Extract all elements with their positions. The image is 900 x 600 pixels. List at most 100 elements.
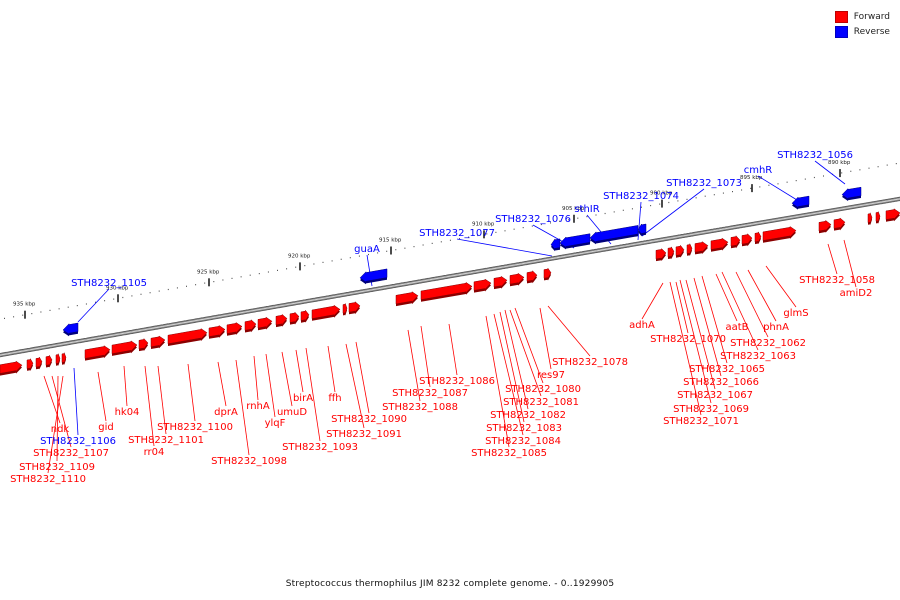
gene-label-sth8232-1076: STH8232_1076 [495, 214, 571, 225]
gene-label-sth8232-1062: STH8232_1062 [730, 338, 806, 349]
forward-gene-arrow [275, 313, 288, 326]
ruler-dot [231, 277, 233, 279]
ruler-dot [813, 176, 815, 179]
gene-label-dpra: dprA [214, 407, 238, 418]
leader-line [493, 313, 524, 436]
ruler-dot [277, 269, 278, 271]
reverse-gene-arrow [550, 238, 561, 250]
ruler-dot [440, 241, 442, 243]
ruler-label: 935 kbp [13, 302, 36, 308]
ruler-dot [431, 242, 433, 244]
reverse-gene-arrow [841, 186, 862, 200]
ruler-dot [204, 282, 206, 284]
ruler-dot [85, 303, 87, 305]
ruler-dot [213, 281, 215, 283]
ruler-dot [732, 191, 733, 193]
forward-gene-arrow [26, 357, 34, 370]
ruler-dot [704, 195, 706, 197]
forward-gene-arrow [509, 272, 525, 285]
gene-label-adha: adhA [629, 320, 655, 331]
forward-gene-arrow [686, 243, 693, 254]
forward-gene-arrow [667, 245, 675, 258]
leader-line [757, 175, 798, 201]
ruler-dot [604, 212, 606, 215]
forward-gene-arrow [0, 360, 23, 374]
ruler-dot [841, 172, 843, 174]
forward-gene-arrow [342, 303, 348, 314]
leader-line [217, 361, 227, 407]
gene-label-sth8232-1058: STH8232_1058 [799, 275, 875, 286]
leader-line [123, 365, 128, 407]
ruler-dot [422, 244, 424, 246]
forward-gene-arrow [257, 316, 273, 329]
gene-label-sth8232-1083: STH8232_1083 [486, 423, 562, 434]
ruler-dot [550, 222, 551, 224]
ruler-dot [67, 306, 69, 308]
leader-line [448, 323, 458, 376]
ruler-label: 930 kbp [106, 285, 129, 291]
leader-line [355, 341, 370, 414]
ruler-dot [659, 203, 661, 205]
gene-label-rnha: rnhA [246, 401, 270, 412]
gene-label-sth8232-1082: STH8232_1082 [490, 410, 566, 421]
gene-label-sth8232-1066: STH8232_1066 [683, 377, 759, 388]
leader-line [814, 160, 846, 185]
ruler-dot [186, 285, 187, 287]
gene-label-aatb: aatB [725, 322, 748, 333]
ruler-dot [195, 284, 197, 286]
forward-gene-arrow [55, 353, 61, 364]
ruler-dot [522, 227, 524, 229]
legend-reverse-label: Reverse [853, 26, 890, 37]
gene-label-sth8232-1084: STH8232_1084 [485, 436, 561, 447]
ruler-dot [513, 228, 515, 230]
gene-label-sth8232-1101: STH8232_1101 [128, 435, 204, 446]
reverse-gene-arrow [359, 268, 388, 283]
forward-gene-arrow [675, 244, 685, 257]
reverse-gene-arrow [791, 195, 810, 208]
gene-label-rr04: rr04 [144, 447, 165, 458]
forward-swatch [834, 10, 848, 23]
legend-item-forward: Forward [834, 9, 890, 24]
forward-gene-arrow [730, 235, 741, 247]
gene-label-glms: glmS [783, 308, 808, 319]
ruler-dot [768, 184, 770, 186]
ruler-dot [76, 305, 78, 307]
gene-arrows [0, 186, 900, 376]
leader-line [97, 371, 107, 422]
gene-label-sth8232-1074: STH8232_1074 [603, 191, 679, 202]
gene-label-bira: birA [293, 393, 313, 404]
ruler-dot [222, 279, 224, 281]
ruler-dot [395, 249, 397, 251]
ruler-dot [249, 274, 251, 276]
gene-label-umud: umuD [277, 407, 307, 418]
forward-gene-arrow [348, 301, 361, 313]
gene-label-sth8232-1106: STH8232_1106 [40, 436, 116, 447]
ruler-dot [750, 187, 752, 189]
legend-forward-label: Forward [853, 11, 890, 22]
ruler-label: 900 kbp [650, 191, 673, 197]
leader-line [765, 265, 797, 308]
gene-label-sth8232-1065: STH8232_1065 [689, 364, 765, 375]
ruler-dot [531, 225, 533, 227]
ruler-label: 895 kbp [740, 175, 763, 181]
leader-line [669, 281, 702, 416]
gene-label-sth8232-1081: STH8232_1081 [503, 397, 579, 408]
leader-line [47, 375, 64, 474]
forward-gene-arrow [84, 345, 111, 359]
leader-line [735, 271, 769, 338]
gene-label-sth8232-1070: STH8232_1070 [650, 334, 726, 345]
leader-line [843, 239, 857, 288]
gene-labels: STH8232_1105 guaA STH8232_1077STH8232_1076… [10, 150, 875, 485]
ruler-dot [176, 287, 178, 289]
gene-label-sth8232-1110: STH8232_1110 [10, 474, 86, 485]
ruler-dot [759, 186, 761, 188]
forward-gene-arrow [710, 237, 729, 250]
ruler-dot [477, 234, 479, 237]
ruler-dot [504, 230, 506, 232]
gene-label-sth8232-1056: STH8232_1056 [777, 150, 853, 161]
ruler-dot [304, 265, 306, 267]
ruler-dot [358, 255, 360, 257]
ruler-dot [58, 308, 60, 310]
gene-label-ylqf: ylqF [265, 418, 286, 429]
ruler-dot [668, 201, 670, 204]
